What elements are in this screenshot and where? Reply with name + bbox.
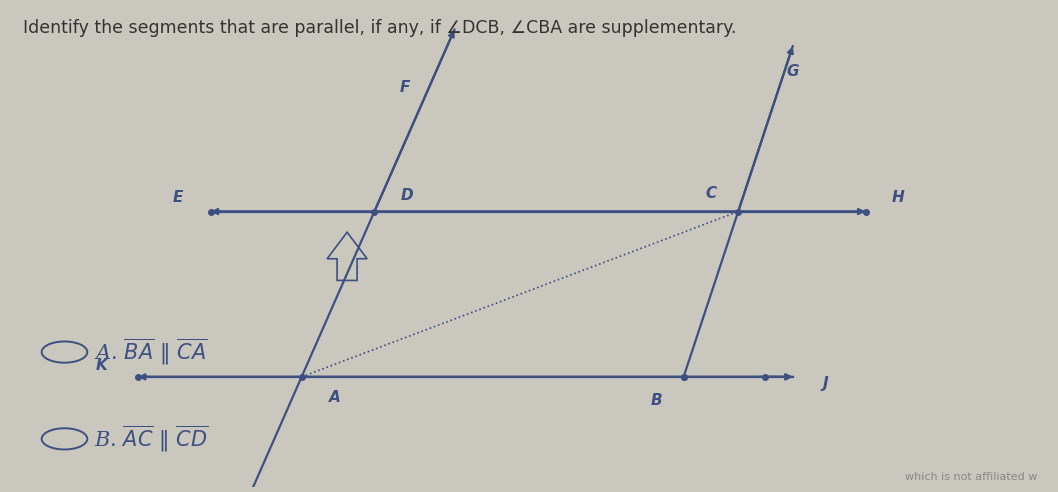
Text: E: E bbox=[172, 190, 183, 205]
Text: A: A bbox=[328, 390, 341, 405]
Text: A. $\overline{BA}\ \|\ \overline{CA}$: A. $\overline{BA}\ \|\ \overline{CA}$ bbox=[93, 337, 207, 367]
Text: F: F bbox=[400, 80, 411, 95]
Text: which is not affiliated w: which is not affiliated w bbox=[905, 472, 1037, 482]
Text: J: J bbox=[823, 376, 828, 391]
Text: C: C bbox=[706, 186, 716, 201]
Text: G: G bbox=[786, 63, 799, 79]
Text: K: K bbox=[95, 358, 108, 373]
Text: D: D bbox=[401, 187, 414, 203]
Text: B. $\overline{AC}\ \|\ \overline{CD}$: B. $\overline{AC}\ \|\ \overline{CD}$ bbox=[93, 424, 208, 454]
Text: H: H bbox=[892, 190, 905, 205]
Text: Identify the segments that are parallel, if any, if ∠DCB, ∠CBA are supplementary: Identify the segments that are parallel,… bbox=[23, 19, 736, 37]
Text: B: B bbox=[651, 393, 662, 408]
